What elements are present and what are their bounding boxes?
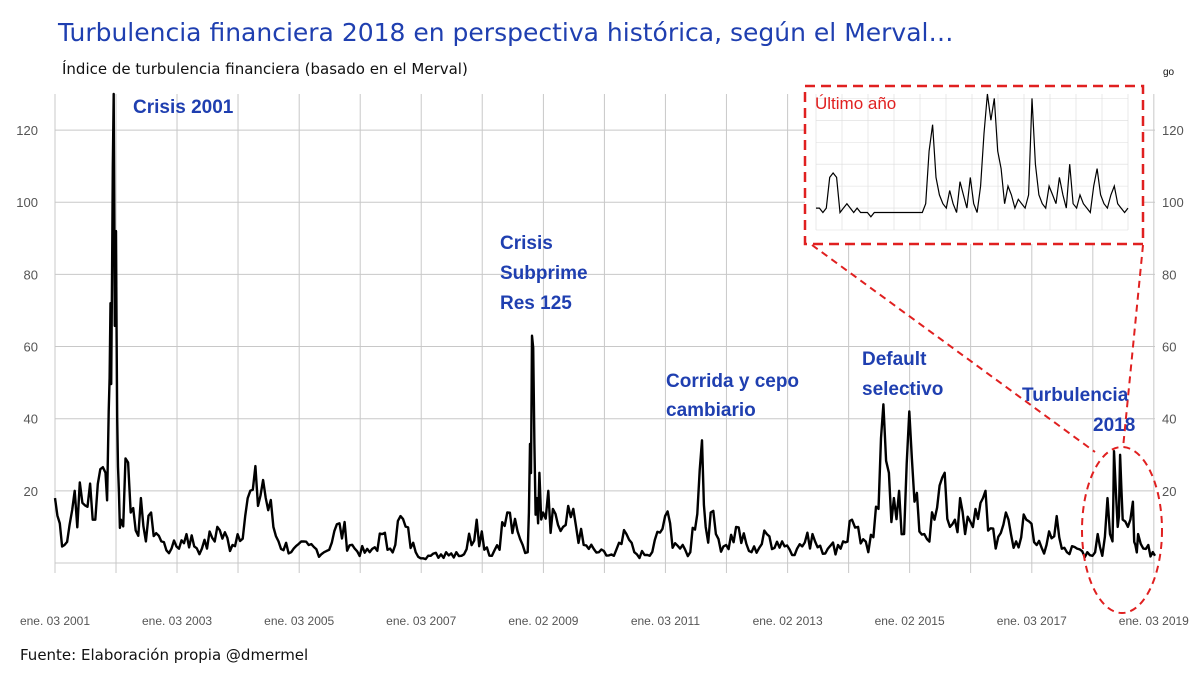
y-tick-label-right: 120	[1162, 123, 1184, 138]
y-ticks-left: 20 40 60 80 100 120	[16, 123, 38, 499]
x-tick-label: ene. 03 2005	[264, 614, 334, 628]
highlight-ellipse-2018	[1081, 446, 1163, 614]
x-tick-label: ene. 03 2003	[142, 614, 212, 628]
y-tick-label-left: 120	[16, 123, 38, 138]
x-tick-label: ene. 02 2013	[753, 614, 823, 628]
zoom-connector-left	[811, 244, 1096, 453]
x-tick-label: ene. 03 2011	[631, 614, 701, 628]
y-tick-label-right: 20	[1162, 484, 1176, 499]
annotation-corrida: Corrida y cepo cambiario	[666, 371, 799, 421]
y-tick-label-right: 40	[1162, 412, 1176, 427]
annotation-default-line-1: Default	[862, 349, 927, 370]
annotation-subprime-line-3: Res 125	[500, 293, 572, 314]
inset-last-year: Último año	[803, 84, 1145, 246]
annotation-corrida-line-1: Corrida y cepo	[666, 371, 799, 392]
zoom-connector-right	[1122, 244, 1144, 449]
annotation-turbulencia-line-2: 2018	[1093, 415, 1135, 436]
y-tick-label-left: 40	[24, 412, 38, 427]
annotation-subprime-line-1: Crisis	[500, 233, 553, 254]
inset-series-line	[816, 93, 1129, 218]
annotation-default-line-2: selectivo	[862, 379, 943, 400]
annotation-subprime-line-2: Subprime	[500, 263, 588, 284]
inset-grid	[815, 94, 1129, 231]
x-tick-label: ene. 03 2017	[997, 614, 1067, 628]
y-tick-label-right: 60	[1162, 340, 1176, 355]
inset-frame	[803, 84, 1145, 246]
y-tick-label-left: 60	[24, 340, 38, 355]
y-tick-label-left: 100	[16, 195, 38, 210]
annotation-default: Default selectivo	[862, 349, 943, 400]
x-tick-label: ene. 03 2001	[20, 614, 90, 628]
y-tick-label-left: 80	[24, 267, 38, 282]
annotation-crisis-2001: Crisis 2001	[133, 97, 234, 118]
x-tick-label: ene. 02 2009	[508, 614, 578, 628]
chart-title: Turbulencia financiera 2018 en perspecti…	[58, 18, 954, 47]
x-ticks: ene. 03 2001 ene. 03 2003 ene. 03 2005 ene.…	[20, 614, 1189, 628]
corner-mark: go	[1163, 67, 1175, 78]
y-tick-label-left: 20	[24, 484, 38, 499]
y-tick-label-right: 100	[1162, 195, 1184, 210]
x-tick-label: ene. 03 2019	[1119, 614, 1189, 628]
y-ticks-right: 20 40 60 80 100 120	[1162, 123, 1184, 499]
turbulence-series-line	[53, 92, 1157, 561]
source-note: Fuente: Elaboración propia @dmermel	[20, 646, 309, 664]
annotation-subprime: Crisis Subprime Res 125	[500, 233, 588, 314]
annotation-turbulencia-line-1: Turbulencia	[1022, 385, 1129, 406]
x-tick-label: ene. 03 2007	[386, 614, 456, 628]
y-tick-label-right: 80	[1162, 267, 1176, 282]
inset-title: Último año	[815, 94, 896, 113]
chart-subtitle: Índice de turbulencia financiera (basado…	[62, 60, 468, 78]
annotation-corrida-line-2: cambiario	[666, 400, 756, 421]
x-tick-label: ene. 02 2015	[875, 614, 945, 628]
